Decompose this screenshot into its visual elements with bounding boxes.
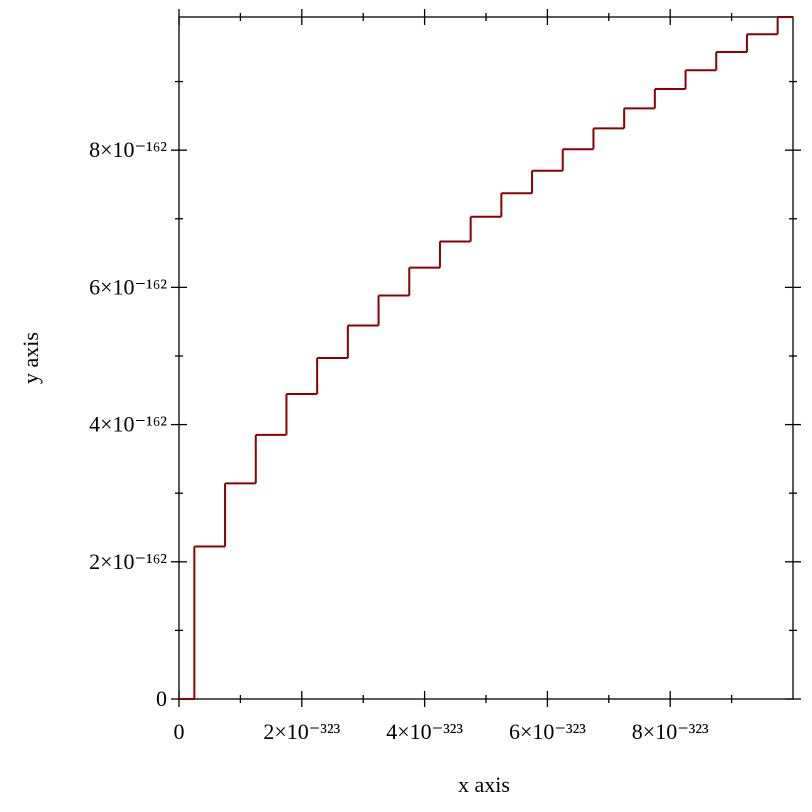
- x-tick-label: 0: [174, 719, 185, 744]
- plot-frame: [178, 16, 794, 700]
- y-tick-label: 4×10⁻¹⁶²: [89, 412, 167, 437]
- x-tick-label: 6×10⁻³²³: [509, 719, 586, 744]
- y-tick-label: 6×10⁻¹⁶²: [89, 274, 167, 299]
- y-axis-label: y axis: [18, 332, 43, 384]
- x-tick-label: 2×10⁻³²³: [263, 719, 340, 744]
- y-tick-label: 2×10⁻¹⁶²: [89, 549, 167, 574]
- y-tick-label: 0: [156, 686, 167, 711]
- x-axis-label: x axis: [458, 772, 510, 797]
- x-tick-label: 8×10⁻³²³: [632, 719, 709, 744]
- y-tick-label: 8×10⁻¹⁶²: [89, 137, 167, 162]
- x-tick-label: 4×10⁻³²³: [386, 719, 463, 744]
